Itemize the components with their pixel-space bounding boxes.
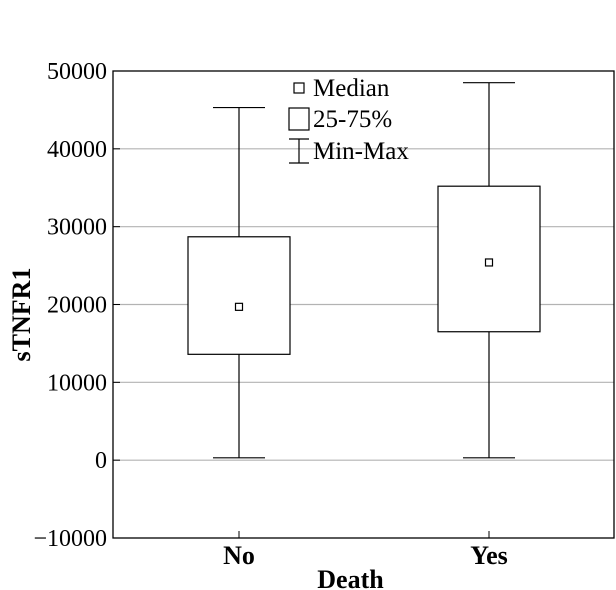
legend-label: Min-Max	[313, 138, 409, 165]
median-marker	[234, 302, 244, 311]
y-tick-label: 20000	[47, 293, 107, 319]
legend: Median 25-75% Min-Max	[288, 75, 409, 165]
median-marker	[484, 258, 494, 267]
x-axis-title: Death	[317, 565, 384, 590]
box-group	[187, 106, 291, 459]
y-tick-label: 50000	[47, 59, 107, 85]
y-axis-title: sTNFR1	[7, 268, 36, 362]
iqr-box	[187, 236, 291, 355]
x-tick-label: No	[223, 541, 255, 570]
y-tick-label: 10000	[47, 370, 107, 396]
marks-layer	[187, 82, 541, 459]
y-tick-label: −10000	[33, 526, 107, 552]
y-tick-label: 0	[95, 448, 107, 474]
legend-box-symbol	[288, 107, 310, 131]
legend-label: 25-75%	[313, 106, 392, 133]
legend-label: Median	[313, 75, 390, 102]
ticks-layer: −10000 0 10000 20000 30000 40000 50000 No Yes	[33, 59, 507, 570]
legend-median-symbol	[293, 82, 305, 94]
x-tick-label: Yes	[470, 541, 508, 570]
y-tick-label: 40000	[47, 137, 107, 163]
box-group	[437, 82, 541, 459]
y-tick-label: 30000	[47, 215, 107, 241]
